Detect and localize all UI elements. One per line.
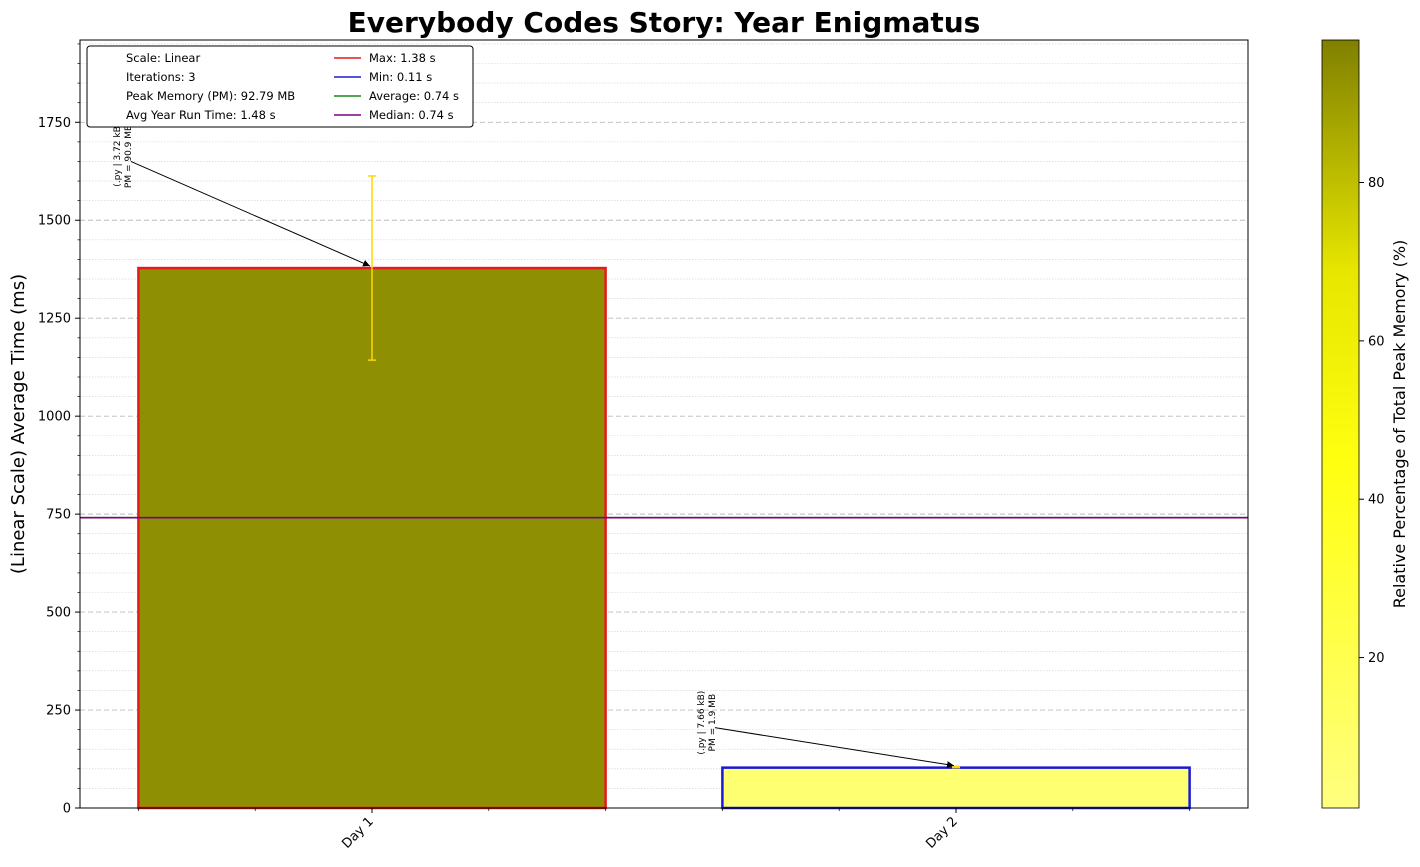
y-tick-label: 1750 xyxy=(38,116,71,131)
legend-info-entry: Peak Memory (PM): 92.79 MB xyxy=(126,89,295,103)
bars xyxy=(137,266,1191,810)
annotations: (.py | 3.72 kB PM = 90.9 MB (.py | 7.66 kB… xyxy=(113,125,955,768)
x-tick-label: Day 2 xyxy=(923,814,961,852)
legend: Scale: Linear Iterations: 3 Peak Memory (P… xyxy=(86,45,474,128)
y-tick-label: 1000 xyxy=(38,410,71,425)
y-tick-label: 250 xyxy=(46,704,71,719)
y-axis-label: (Linear Scale) Average Time (ms) xyxy=(8,274,29,574)
error-bars xyxy=(368,175,960,769)
y-tick-label: 1500 xyxy=(38,214,71,229)
minor-gridlines xyxy=(80,43,1248,789)
y-tick-label: 0 xyxy=(63,802,71,817)
annotation-line2: PM = 90.9 MB xyxy=(124,125,134,188)
legend-info-entry: Iterations: 3 xyxy=(126,70,196,84)
legend-box xyxy=(86,45,474,128)
chart-title: Everybody Codes Story: Year Enigmatus xyxy=(348,6,981,39)
legend-info-entry: Scale: Linear xyxy=(126,51,200,65)
colorbar-tick-label: 40 xyxy=(1368,493,1385,508)
plot-frame xyxy=(79,39,1249,809)
annotation-arrow xyxy=(714,727,955,768)
colorbar-tick-label: 60 xyxy=(1368,334,1385,349)
bar-day-2 xyxy=(721,766,1191,810)
x-tick-label: Day 1 xyxy=(339,814,377,852)
legend-line-entry: Max: 1.38 s xyxy=(369,51,436,65)
annotation-line2: PM = 1.9 MB xyxy=(708,694,718,752)
y-tick-label: 500 xyxy=(46,606,71,621)
legend-line-entry: Average: 0.74 s xyxy=(369,89,459,103)
annotation-arrow xyxy=(130,161,371,267)
legend-info-entry: Avg Year Run Time: 1.48 s xyxy=(126,108,276,122)
colorbar-gradient xyxy=(1321,39,1360,809)
annotation-line1: (.py | 3.72 kB xyxy=(113,126,123,186)
annotation-line1: (.py | 7.66 kB) xyxy=(697,691,707,755)
colorbar-label: Relative Percentage of Total Peak Memory… xyxy=(1390,240,1409,609)
y-tick-label: 750 xyxy=(46,508,71,523)
colorbar-tick-label: 20 xyxy=(1368,651,1385,666)
y-axis-ticks: 0 250 500 750 1000 1250 1500 1750 xyxy=(38,43,80,817)
colorbar: 20 40 60 80 xyxy=(1321,39,1385,809)
colorbar-tick-label: 80 xyxy=(1368,176,1385,191)
y-tick-label: 1250 xyxy=(38,312,71,327)
legend-line-entry: Min: 0.11 s xyxy=(369,70,432,84)
legend-line-entry: Median: 0.74 s xyxy=(369,108,454,122)
x-axis-ticks: Day 1 Day 2 xyxy=(138,808,1190,852)
